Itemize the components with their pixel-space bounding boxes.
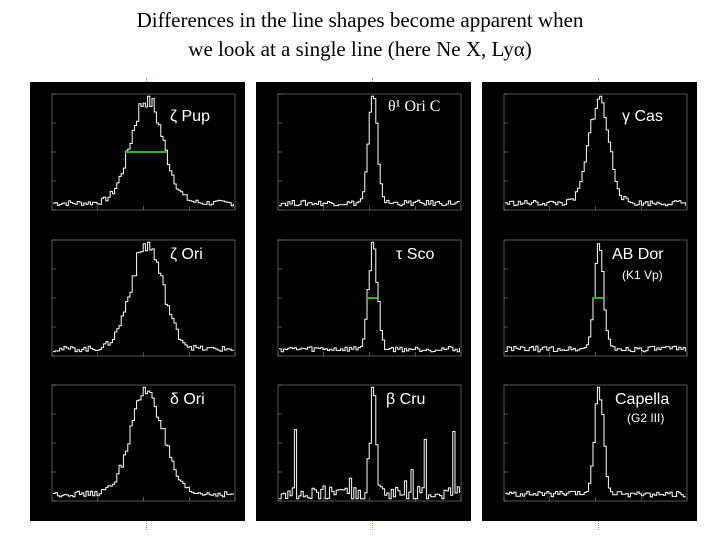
star-label-tau-sco: τ Sco — [396, 246, 435, 263]
spectrum-panel-gamma-cas: γ Cas — [482, 82, 697, 230]
slide-title: Differences in the line shapes become ap… — [0, 6, 720, 64]
spectrum-trace — [53, 386, 234, 498]
spectrum-panel-zeta-pup: ζ Pup — [30, 82, 245, 230]
spectrum-panel-zeta-ori: ζ Ori — [30, 228, 245, 376]
star-sublabel-ab-dor: (K1 Vp) — [622, 268, 663, 282]
title-line-1: Differences in the line shapes become ap… — [136, 8, 584, 32]
spectrum-trace — [505, 95, 686, 207]
star-label-zeta-ori: ζ Ori — [170, 246, 203, 263]
spectrum-panel-delta-ori: δ Ori — [30, 373, 245, 521]
star-label-beta-cru: β Cru — [386, 391, 426, 408]
spectrum-trace — [505, 243, 686, 353]
spectrum-trace — [505, 386, 686, 498]
spectrum-plot-tau-sco — [277, 239, 462, 357]
spectrum-plot-ab-dor — [503, 239, 688, 357]
spectrum-panel-beta-cru: β Cru — [256, 373, 471, 521]
spectrum-trace — [279, 386, 460, 500]
plot-frame — [51, 384, 236, 502]
title-line-2: we look at a single line (here Ne X, Lyα… — [188, 37, 532, 61]
spectrum-trace — [53, 241, 234, 353]
spectrum-plot-beta-cru — [277, 384, 462, 502]
spectrum-trace — [279, 95, 460, 207]
spectrum-panel-capella: Capella (G2 III) — [482, 373, 697, 521]
spectrum-plot-zeta-ori — [51, 239, 236, 357]
spectrum-panel-ab-dor: AB Dor (K1 Vp) — [482, 228, 697, 376]
spectrum-trace — [279, 241, 460, 353]
spectrum-plot-theta1-ori-c — [277, 93, 462, 211]
spectrum-plot-delta-ori — [51, 384, 236, 502]
spectrum-plot-capella — [503, 384, 688, 502]
spectrum-plot-zeta-pup — [51, 93, 236, 211]
star-sublabel-capella: (G2 III) — [627, 411, 665, 425]
star-label-capella: Capella — [615, 391, 670, 408]
star-label-ab-dor: AB Dor — [612, 246, 664, 263]
star-label-theta1-ori-c: θ¹ Ori C — [388, 98, 441, 115]
spectrum-panel-theta1-ori-c: θ¹ Ori C — [256, 82, 471, 230]
star-label-gamma-cas: γ Cas — [622, 108, 663, 125]
spectrum-trace — [53, 95, 234, 207]
star-label-zeta-pup: ζ Pup — [170, 108, 210, 125]
plot-frame — [51, 239, 236, 357]
star-label-delta-ori: δ Ori — [170, 391, 205, 408]
spectrum-panel-tau-sco: τ Sco — [256, 228, 471, 376]
spectrum-plot-gamma-cas — [503, 93, 688, 211]
